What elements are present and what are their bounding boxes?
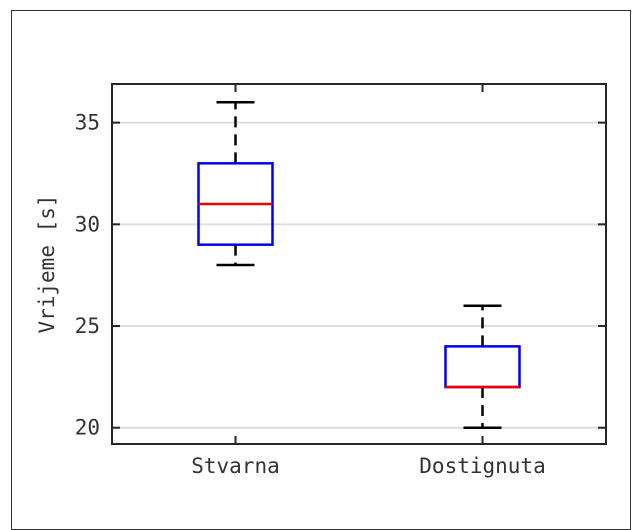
box-group-stvarna [197,101,274,267]
x-tick-label: Dostignuta [419,454,545,478]
box-group-dostignuta [444,304,521,429]
y-tick-label: 30 [75,212,100,236]
axes-frame [111,83,607,445]
y-tick-label: 35 [75,111,100,135]
grid-lines [112,121,606,429]
y-tick-label: 20 [75,416,100,440]
iqr-box [444,345,521,389]
plot-marks [197,101,521,429]
axis-ticks: 20 25 30 35 Stvarna Dostignuta [75,84,606,478]
y-axis-label: Vrijeme [s] [35,194,59,333]
y-tick-label: 25 [75,314,100,338]
x-tick-label: Stvarna [191,454,280,478]
